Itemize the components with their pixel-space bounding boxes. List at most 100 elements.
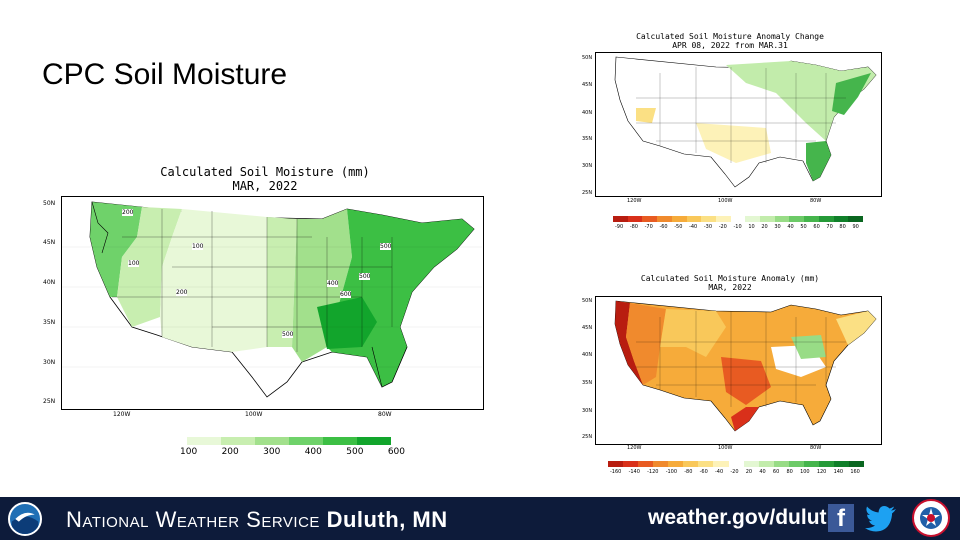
legend-swatch [773,461,789,467]
legend-swatch [323,437,357,445]
lat-label: 25N [43,398,56,405]
contour-label: 500 [359,273,371,280]
legend-label: 80 [839,224,846,230]
legend-label: 20 [745,469,753,475]
twitter-icon[interactable] [864,503,898,535]
legend-swatch [613,216,628,222]
lon-label: 80W [810,445,822,451]
legend-swatch [638,461,654,467]
legend-swatch [187,437,221,445]
legend-label: 60 [813,224,820,230]
legend-label: -90 [615,224,624,230]
lat-label: 30N [43,359,56,366]
lat-label: 45N [582,325,593,331]
soil-moisture-map: 200 100 100 200 400 500 500 600 500 [61,196,484,410]
soil-moisture-legend-labels: 100 200 300 400 500 600 [180,447,405,457]
legend-label: -80 [629,224,638,230]
lat-label: 25N [582,434,593,440]
legend-swatch [701,216,716,222]
anomaly-change-map-title-line1: Calculated Soil Moisture Anomaly Change [636,32,824,41]
legend-swatch [642,216,658,222]
anomaly-change-map-title: Calculated Soil Moisture Anomaly Change … [570,32,890,50]
legend-label: 80 [786,469,793,475]
footer-website-link[interactable]: weather.gov/duluth [648,506,840,529]
legend-swatch [627,216,643,222]
lat-label: 40N [582,352,593,358]
legend-label: 100 [800,469,810,475]
contour-label: 100 [192,243,204,250]
legend-label: 160 [850,469,860,475]
legend-swatch [728,461,744,467]
legend-label: 60 [772,469,780,475]
legend-label: 70 [826,224,833,230]
anomaly-map-graphic [614,300,877,432]
contour-label: 400 [327,280,339,287]
soil-moisture-map-title-line2: MAR, 2022 [232,178,298,193]
anomaly-legend-labels: -160 -140 -120 -100 -80 -60 -40 -20 20 4… [610,469,860,475]
lat-label: 30N [582,163,593,169]
slide-title: CPC Soil Moisture [42,58,288,91]
legend-label: 600 [387,447,405,457]
legend-swatch [789,216,805,222]
legend-swatch [686,216,702,222]
legend-swatch [833,216,849,222]
legend-swatch [760,216,775,222]
noaa-logo[interactable] [8,502,42,536]
lat-label: 50N [582,55,593,61]
legend-swatch [698,461,714,467]
legend-swatch [745,216,761,222]
nws-logo[interactable] [912,499,950,537]
anomaly-legend [608,461,865,467]
footer-office-city: Duluth, MN [326,507,448,532]
anomaly-change-legend [613,216,863,222]
anomaly-change-map [595,52,882,197]
legend-label: -70 [644,224,653,230]
legend-swatch [849,461,865,467]
legend-label: -30 [703,224,713,230]
footer-office-prefix: National Weather Service [66,507,320,532]
anomaly-map-title: Calculated Soil Moisture Anomaly (mm) MA… [570,274,890,292]
footer-office-name: National Weather Service Duluth, MN [66,507,448,533]
lat-label: 25N [582,190,593,196]
contour-label: 600 [340,291,352,298]
lat-label: 35N [43,319,56,326]
anomaly-map [595,296,882,445]
contour-label: 500 [282,331,294,338]
lon-label: 80W [378,411,392,418]
legend-swatch [657,216,672,222]
legend-label: 10 [748,224,755,230]
lon-label: 100W [718,445,733,451]
lat-label: 35N [582,380,593,386]
lat-label: 45N [43,239,56,246]
lat-label: 50N [43,200,56,207]
lat-label: 50N [582,298,593,304]
lat-label: 35N [582,136,593,142]
lon-label: 120W [627,198,642,204]
legend-swatch [804,216,819,222]
legend-swatch [833,461,849,467]
legend-swatch [221,437,255,445]
legend-label: 120 [816,469,827,475]
legend-label: 30 [774,224,781,230]
facebook-icon[interactable]: f [828,504,854,532]
legend-label: -140 [628,469,640,475]
legend-label: 40 [787,224,794,230]
legend-label: 300 [263,447,281,457]
anomaly-map-title-line1: Calculated Soil Moisture Anomaly (mm) [640,274,820,283]
soil-moisture-map-title: Calculated Soil Moisture (mm) MAR, 2022 [40,165,490,194]
anomaly-change-map-title-line2: APR 08, 2022 from MAR.31 [672,41,788,51]
lat-label: 40N [582,110,593,116]
legend-swatch [668,461,684,467]
legend-label: 90 [852,224,859,230]
lon-label: 120W [113,411,131,418]
legend-swatch [758,461,774,467]
legend-swatch [715,216,731,222]
legend-label: -60 [699,469,708,475]
lon-label: 120W [627,445,642,451]
legend-swatch [608,461,624,467]
legend-swatch [671,216,687,222]
soil-moisture-map-title-line1: Calculated Soil Moisture (mm) [160,165,370,179]
legend-swatch [818,216,834,222]
legend-swatch [683,461,699,467]
footer-bar: National Weather Service Duluth, MN weat… [0,497,960,540]
